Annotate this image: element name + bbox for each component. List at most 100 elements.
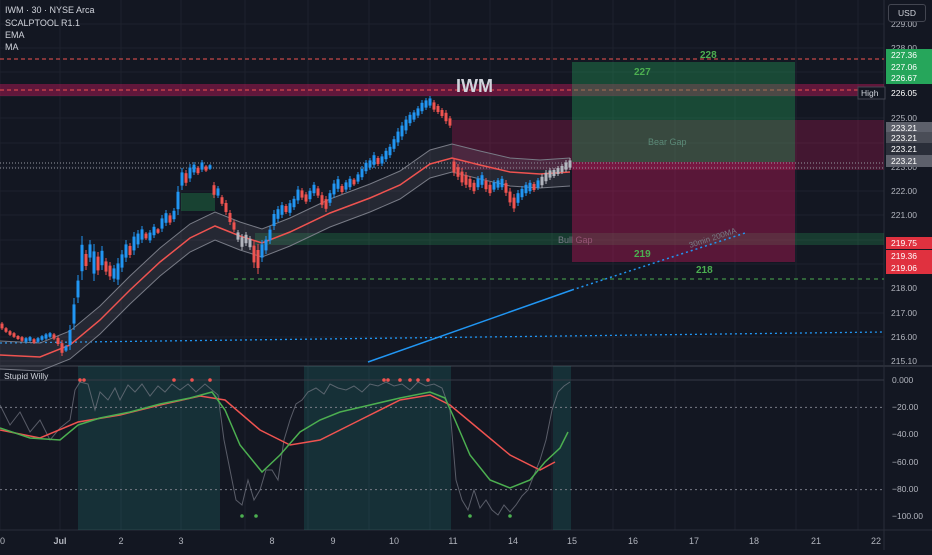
candle-body	[308, 190, 312, 200]
price-tick-label: 225.00	[891, 113, 917, 123]
candle-body	[484, 180, 488, 190]
candle-body	[256, 250, 260, 268]
candle-body	[524, 184, 528, 194]
price-badge-label: 226.67	[891, 73, 917, 83]
candle-body	[388, 146, 392, 156]
osc-tick-label: −60.00	[892, 457, 919, 467]
osc-signal-dot	[386, 378, 390, 382]
candle-body	[280, 205, 284, 215]
osc-tick-label: −80.00	[892, 484, 919, 494]
candle-body	[156, 229, 160, 233]
candle-body	[560, 166, 564, 172]
candle-body	[248, 238, 252, 248]
bear-gap-label: Bear Gap	[648, 137, 687, 147]
time-tick-label: 16	[628, 536, 638, 546]
osc-signal-dot	[208, 378, 212, 382]
osc-zone-3	[553, 366, 571, 530]
candle-body	[108, 265, 112, 277]
osc-signal-dot	[240, 514, 244, 518]
price-badge	[886, 49, 932, 61]
ma200-projection	[571, 232, 746, 291]
osc-signal-dot	[254, 514, 258, 518]
osc-tick-label: −40.00	[892, 429, 919, 439]
candle-body	[416, 108, 420, 116]
candle-body	[400, 125, 404, 137]
currency-button[interactable]: USD	[888, 4, 926, 22]
candle-body	[148, 232, 152, 241]
candle-body	[536, 180, 540, 188]
candle-body	[420, 102, 424, 112]
candle-body	[496, 180, 500, 188]
candle-body	[36, 338, 40, 342]
candle-body	[324, 199, 328, 209]
candle-body	[160, 218, 164, 229]
bull-gap-zone	[255, 233, 884, 245]
candle-body	[360, 168, 364, 178]
price-tick-label: 216.00	[891, 332, 917, 342]
price-badge	[886, 143, 932, 155]
symbol-title[interactable]: IWM · 30 · NYSE Arca	[5, 5, 95, 15]
oscillator-label[interactable]: Stupid Willy	[4, 371, 49, 381]
candle-body	[100, 250, 104, 266]
price-tick-label: 215.10	[891, 356, 917, 366]
time-tick-label: 17	[689, 536, 699, 546]
candle-body	[56, 338, 60, 344]
candle-body	[312, 184, 316, 194]
level-218-label: 218	[696, 265, 713, 276]
price-badge-label: 219.36	[891, 251, 917, 261]
candle-body	[544, 172, 548, 182]
candle-body	[196, 167, 200, 174]
candle-body	[76, 280, 80, 298]
target-zone	[572, 62, 795, 162]
candle-body	[64, 346, 68, 351]
ema-channel	[0, 144, 570, 371]
indicator-ema[interactable]: EMA	[5, 30, 25, 40]
candle-body	[28, 337, 32, 341]
price-badge	[886, 72, 932, 84]
candle-body	[412, 112, 416, 120]
candle-body	[404, 119, 408, 131]
time-tick-label: 18	[749, 536, 759, 546]
candle-body	[12, 333, 16, 337]
high-tag	[857, 86, 886, 100]
osc-raw-line	[0, 381, 571, 516]
candle-body	[316, 188, 320, 196]
level-219-label: 219	[634, 249, 651, 260]
candle-body	[396, 131, 400, 143]
osc-signal-dot	[408, 378, 412, 382]
osc-signal-dot	[78, 378, 82, 382]
price-badge-label: 219.75	[891, 238, 917, 248]
candle-body	[152, 226, 156, 236]
time-tick-label: 10	[389, 536, 399, 546]
candle-body	[216, 188, 220, 196]
indicator-ma[interactable]: MA	[5, 42, 19, 52]
osc-signal-dot	[416, 378, 420, 382]
candle-body	[488, 184, 492, 194]
candle-body	[72, 304, 76, 324]
osc-signal-dot	[508, 514, 512, 518]
candle-body	[304, 194, 308, 202]
indicator-scalptool[interactable]: SCALPTOOL R1.1	[5, 18, 81, 28]
candle-body	[60, 343, 64, 353]
osc-tick-label: −20.00	[892, 402, 919, 412]
candle-body	[68, 330, 72, 345]
candle-body	[464, 175, 468, 185]
bear-gap-zone	[452, 120, 884, 170]
candle-body	[348, 178, 352, 188]
candle-body	[288, 203, 292, 213]
candle-body	[132, 236, 136, 251]
candle-body	[208, 165, 212, 169]
candle-body	[508, 191, 512, 203]
osc-signal-line	[0, 394, 556, 471]
candle-body	[384, 150, 388, 160]
osc-signal-dot	[382, 378, 386, 382]
candle-body	[428, 98, 432, 106]
candle-body	[144, 233, 148, 239]
candle-body	[440, 110, 444, 116]
ema-upper	[0, 143, 571, 344]
candle-body	[168, 215, 172, 223]
candle-body	[520, 188, 524, 198]
candle-body	[284, 206, 288, 212]
price-tick-label: 222.00	[891, 186, 917, 196]
